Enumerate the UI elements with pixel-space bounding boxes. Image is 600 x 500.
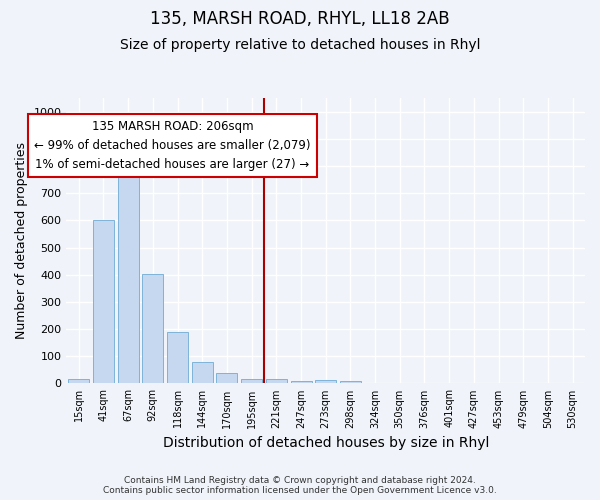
Text: Contains HM Land Registry data © Crown copyright and database right 2024.
Contai: Contains HM Land Registry data © Crown c… [103,476,497,495]
Bar [340,382,361,384]
Bar [315,380,336,384]
Bar [241,378,262,384]
Bar [118,176,139,384]
Bar [167,332,188,384]
Bar [217,373,238,384]
Bar [142,274,163,384]
Bar [266,379,287,384]
Bar [68,380,89,384]
X-axis label: Distribution of detached houses by size in Rhyl: Distribution of detached houses by size … [163,436,489,450]
Y-axis label: Number of detached properties: Number of detached properties [15,142,28,339]
Text: 135, MARSH ROAD, RHYL, LL18 2AB: 135, MARSH ROAD, RHYL, LL18 2AB [150,10,450,28]
Bar [192,362,213,384]
Text: Size of property relative to detached houses in Rhyl: Size of property relative to detached ho… [120,38,480,52]
Bar [290,382,311,384]
Text: 135 MARSH ROAD: 206sqm
← 99% of detached houses are smaller (2,079)
1% of semi-d: 135 MARSH ROAD: 206sqm ← 99% of detached… [34,120,311,170]
Bar [93,220,114,384]
